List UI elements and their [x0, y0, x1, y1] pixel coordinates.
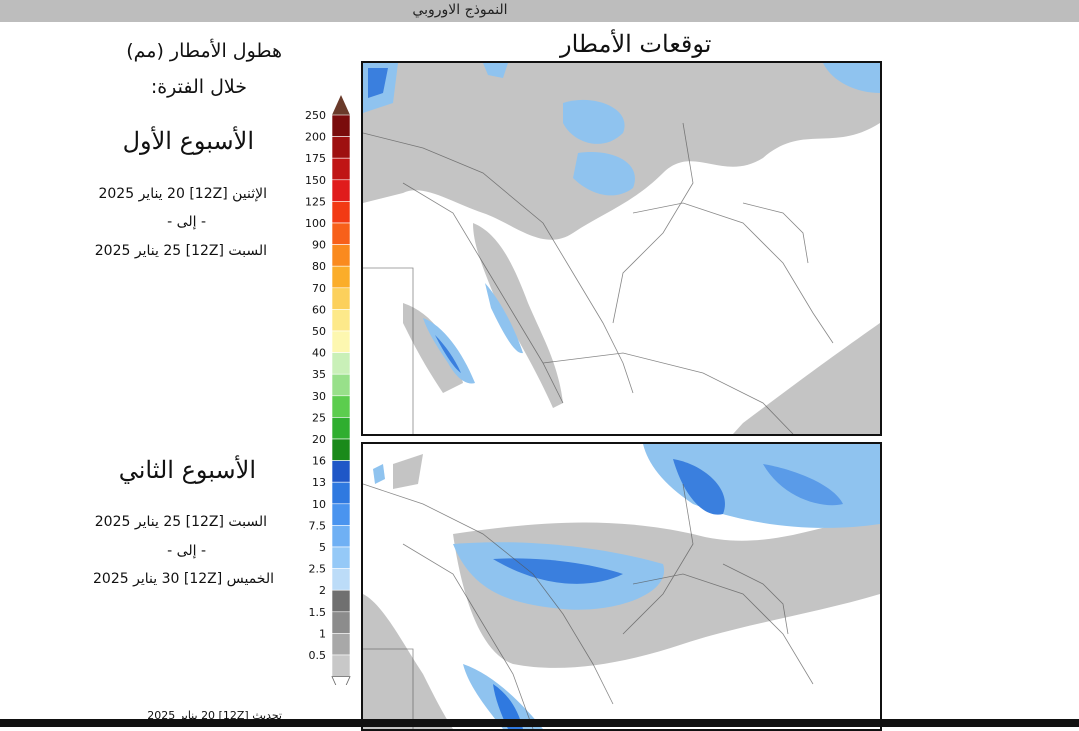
- colorbar-tick-label: 10: [312, 498, 326, 511]
- colorbar-tick-label: 16: [312, 455, 326, 468]
- colorbar-tick-label: 90: [312, 239, 326, 252]
- colorbar-tick-label: 20: [312, 433, 326, 446]
- week2-map-graphic: [363, 444, 880, 729]
- colorbar-swatch: [331, 438, 351, 461]
- colorbar-tick-label: 125: [305, 195, 326, 208]
- update-note: تحديث [12Z] 20 يناير 2025: [147, 709, 282, 722]
- colorbar-swatch: [331, 330, 351, 353]
- colorbar-tick-label: 70: [312, 282, 326, 295]
- colorbar-swatch: [331, 503, 351, 526]
- colorbar-tick-label: 35: [312, 368, 326, 381]
- colorbar-swatch: [331, 654, 351, 677]
- colorbar-tick-label: 2.5: [309, 563, 327, 576]
- colorbar-tick-label: 0.5: [309, 649, 327, 662]
- week2-rain-map: [361, 442, 882, 731]
- colorbar-swatch: [331, 589, 351, 613]
- week1-map-graphic: [363, 63, 880, 434]
- colorbar-swatch: [331, 201, 351, 224]
- colorbar-swatch: [331, 633, 351, 656]
- colorbar-swatch: [331, 373, 351, 397]
- colorbar-tick-label: 175: [305, 152, 326, 165]
- colorbar-swatch: [331, 525, 351, 548]
- colorbar-tick-label: 5: [319, 541, 326, 554]
- colorbar-swatch: [331, 417, 351, 440]
- colorbar-swatch: [331, 136, 351, 159]
- colorbar-swatch: [331, 265, 351, 289]
- week1-until: السبت [12Z] 25 يناير 2025: [94, 243, 267, 259]
- colorbar-top-arrow: [332, 95, 350, 115]
- colorbar-tick-label: 1.5: [309, 606, 327, 619]
- colorbar-graphic: 2502001751501251009080706050403530252016…: [305, 95, 351, 698]
- colorbar-swatch: [331, 244, 351, 267]
- week2-until: الخميس [12Z] 30 يناير 2025: [93, 571, 274, 587]
- top-bar: النموذج الاوروبي: [0, 0, 1079, 22]
- colorbar-swatch: [331, 546, 351, 569]
- colorbar-tick-label: 60: [312, 303, 326, 316]
- colorbar-swatch: [331, 568, 351, 591]
- colorbar-tick-label: 1: [319, 627, 326, 640]
- colorbar-tick-label: 30: [312, 390, 326, 403]
- colorbar-tick-label: 50: [312, 325, 326, 338]
- colorbar-tick-label: 250: [305, 109, 326, 122]
- colorbar-swatch: [331, 611, 351, 634]
- week1-rain-map: [361, 61, 882, 436]
- week2-to: - إلى -: [167, 543, 206, 559]
- colorbar-swatch: [331, 352, 351, 375]
- colorbar-swatch: [331, 179, 351, 202]
- colorbar-swatch: [331, 114, 351, 137]
- colorbar-swatch: [331, 157, 351, 181]
- colorbar-tick-label: 2: [319, 584, 326, 597]
- colorbar-swatch: [331, 309, 351, 332]
- colorbar-tick-label: 13: [312, 476, 326, 489]
- model-title: النموذج الاوروبي: [412, 2, 508, 18]
- colorbar-swatch: [331, 222, 351, 245]
- colorbar-swatch: [331, 460, 351, 483]
- map-title: توقعات الأمطار: [560, 30, 712, 58]
- week1-to: - إلى -: [167, 214, 206, 230]
- colorbar-tick-label: 25: [312, 411, 326, 424]
- bottom-bar: [0, 719, 1079, 727]
- colorbar-tick-label: 200: [305, 131, 326, 144]
- colorbar-swatch: [331, 395, 351, 418]
- colorbar-tick-label: 40: [312, 347, 326, 360]
- week1-title: الأسبوع الأول: [122, 127, 254, 155]
- week2-title: الأسبوع الثاني: [118, 456, 256, 484]
- legend-period-label: خلال الفترة:: [150, 76, 247, 98]
- week2-from: السبت [12Z] 25 يناير 2025: [94, 514, 267, 530]
- colorbar-swatch: [331, 287, 351, 310]
- rainfall-colorbar: 250 200 175 150 125 100 90 80 70 60 50 40 35 30 25 20 16…: [298, 95, 358, 698]
- colorbar-tick-label: 7.5: [309, 519, 327, 532]
- colorbar-swatch: [331, 481, 351, 505]
- week1-from: الإثنين [12Z] 20 يناير 2025: [98, 186, 267, 202]
- colorbar-tick-label: 150: [305, 174, 326, 187]
- colorbar-tick-label: 100: [305, 217, 326, 230]
- legend-title: هطول الأمطار (مم): [126, 40, 282, 62]
- colorbar-bottom-arrow: [331, 676, 351, 698]
- colorbar-tick-label: 80: [312, 260, 326, 273]
